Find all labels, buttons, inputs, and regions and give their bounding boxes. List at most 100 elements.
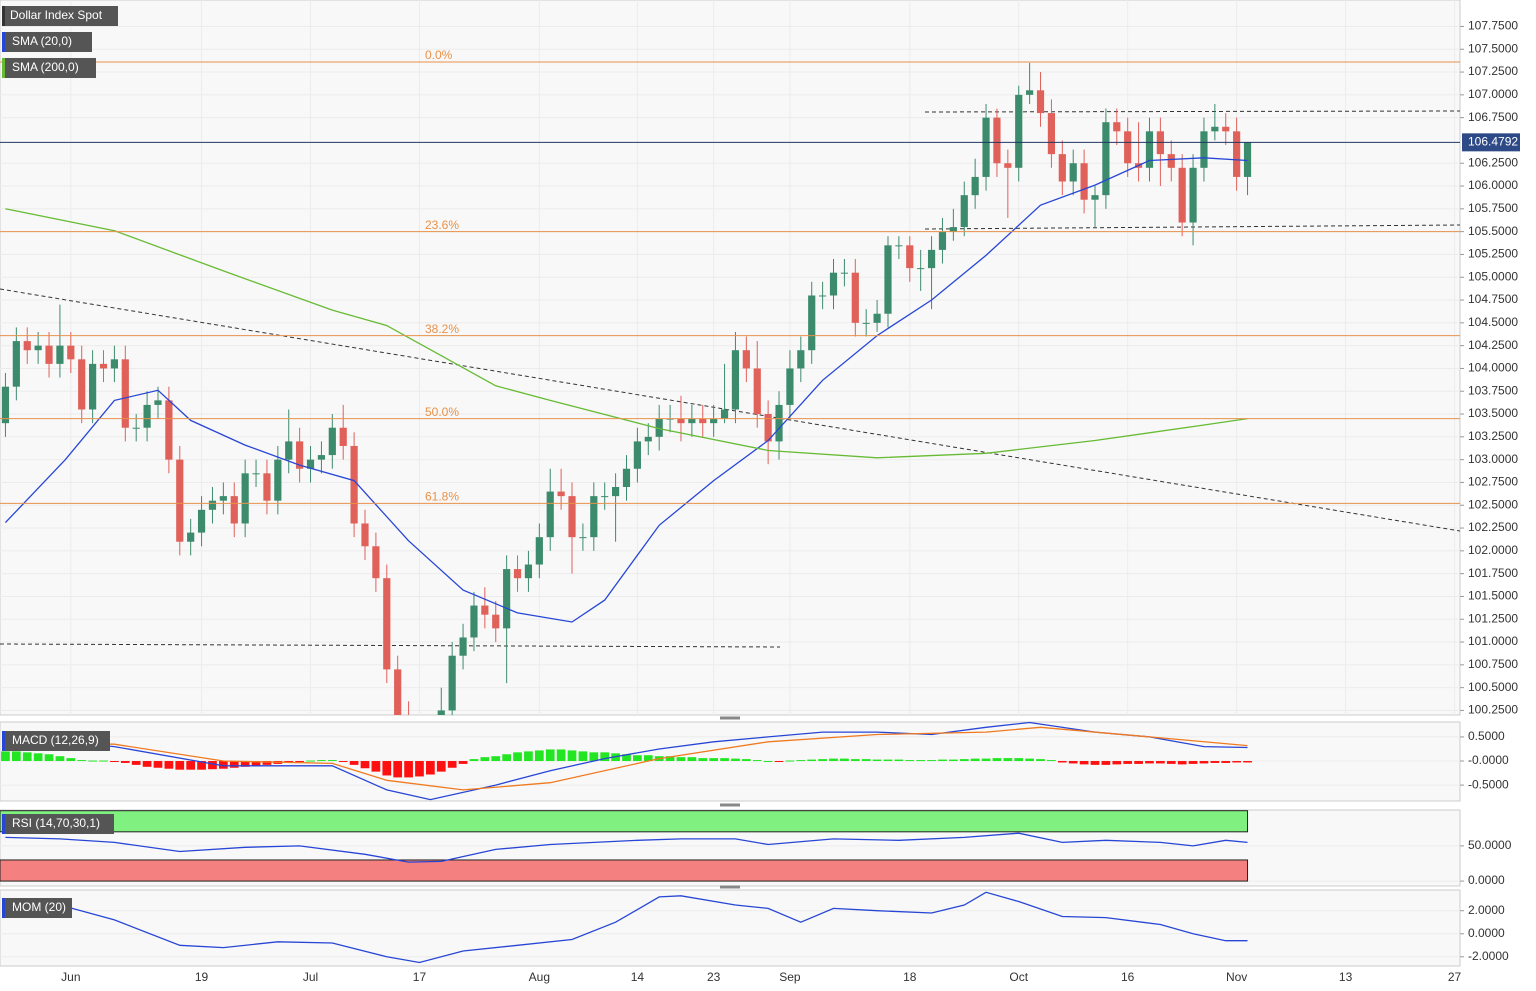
legend-box [2, 58, 96, 78]
histogram-bar [807, 759, 817, 762]
histogram-bar [1, 751, 10, 762]
legend-box [2, 814, 114, 834]
support-line [924, 224, 1460, 230]
histogram-bar [382, 761, 392, 776]
candle-body [23, 341, 31, 351]
histogram-bar [959, 759, 969, 762]
candle-body [1124, 131, 1132, 164]
histogram-bar [22, 752, 32, 762]
histogram-bar [1188, 761, 1198, 764]
candle-body [710, 418, 718, 424]
series-line [5, 208, 1248, 459]
labels: Dollar Index Spot Jun 19 Jul 17 Aug 14 23 Sep 18… [2, 6, 1520, 984]
candle-body [1102, 122, 1110, 196]
y-tick-label: 106.2500 [1468, 155, 1518, 169]
histogram-bar [349, 761, 359, 765]
y-tick-label: 2.0000 [1468, 903, 1505, 917]
candle-body [56, 345, 64, 364]
fib-label: 23.6% [425, 218, 459, 232]
y-tick-label: 104.7500 [1468, 292, 1518, 306]
y-tick-label: 106.0000 [1468, 178, 1518, 192]
candle-body [819, 295, 827, 297]
histogram-bar [556, 749, 566, 762]
candle-body [78, 359, 86, 410]
y-tick-label: 102.5000 [1468, 497, 1518, 511]
candle-body [1211, 126, 1219, 132]
y-tick-label: 106.7500 [1468, 110, 1518, 124]
candle-body [568, 496, 576, 538]
candle-body [982, 117, 990, 177]
candle-body [252, 473, 260, 475]
candle-body [67, 345, 75, 360]
histogram-bar [186, 761, 196, 770]
legend-swatch [2, 731, 5, 751]
histogram-bar [229, 761, 239, 768]
legend-title: Dollar Index Spot [10, 8, 103, 22]
y-tick-label: 103.2500 [1468, 429, 1518, 443]
legend-box [2, 6, 118, 26]
candle-body [197, 509, 206, 533]
histogram-bar [883, 759, 893, 762]
histogram-bar [622, 754, 631, 762]
candle-body [121, 359, 129, 428]
legend-label: MOM (20) [12, 900, 66, 914]
histogram-bar [1243, 761, 1252, 763]
legend-swatch [2, 6, 5, 26]
histogram-bar [404, 761, 413, 778]
legend-box [2, 731, 110, 751]
candle-body [612, 487, 620, 497]
candle-body [317, 455, 326, 460]
series-line [5, 832, 1248, 863]
histogram-bar [480, 757, 490, 762]
histogram-bar [33, 753, 43, 762]
candle-body [34, 345, 42, 351]
histogram-bar [829, 758, 838, 762]
histogram-bar [131, 761, 141, 765]
histogram-bar [1079, 761, 1089, 765]
histogram-bar [1014, 758, 1024, 762]
candle-body [753, 368, 761, 415]
candle-body [590, 496, 598, 538]
y-tick-label: 0.5000 [1468, 729, 1505, 743]
histogram-bar [317, 760, 326, 762]
candle-body [557, 491, 565, 497]
candle-body [470, 605, 478, 638]
candle-body [1058, 154, 1066, 182]
candle-body [840, 272, 848, 274]
histogram-bar [1090, 761, 1100, 765]
histogram-bar [1123, 761, 1133, 764]
last-price-label: 106.4792 [1468, 135, 1518, 149]
candle-body [241, 473, 249, 524]
candle-body [296, 441, 304, 469]
candle-body [1069, 163, 1077, 182]
y-tick-label: 102.7500 [1468, 475, 1518, 489]
x-tick-label: 13 [1339, 970, 1353, 984]
candle-body [797, 350, 805, 369]
candle-body [492, 614, 500, 629]
candle-body [481, 605, 489, 615]
y-tick-label: 102.2500 [1468, 520, 1518, 534]
candle-body [644, 436, 652, 442]
candle-body [720, 409, 729, 419]
candle-body [132, 427, 140, 429]
histogram-bar [1112, 761, 1122, 765]
histogram-bar [197, 761, 206, 770]
y-tick-label: -2.0000 [1468, 949, 1509, 963]
candle-body [1004, 163, 1012, 168]
x-tick-label: Jul [303, 970, 318, 984]
y-tick-label: 105.5000 [1468, 224, 1518, 238]
candle-body [764, 414, 772, 442]
histogram-bar [306, 760, 315, 762]
y-tick-label: 101.5000 [1468, 589, 1518, 603]
candle-body [274, 459, 282, 501]
histogram-bar [1199, 761, 1209, 764]
fib-label: 61.8% [425, 490, 459, 504]
candle-body [1, 386, 10, 424]
candle-body [1091, 195, 1099, 200]
histogram-bar [534, 750, 544, 762]
candle-body [829, 272, 838, 296]
histogram-bar [99, 760, 108, 762]
histogram-bar [894, 759, 904, 762]
candle-body [884, 245, 892, 314]
histogram-bar [1166, 761, 1176, 764]
